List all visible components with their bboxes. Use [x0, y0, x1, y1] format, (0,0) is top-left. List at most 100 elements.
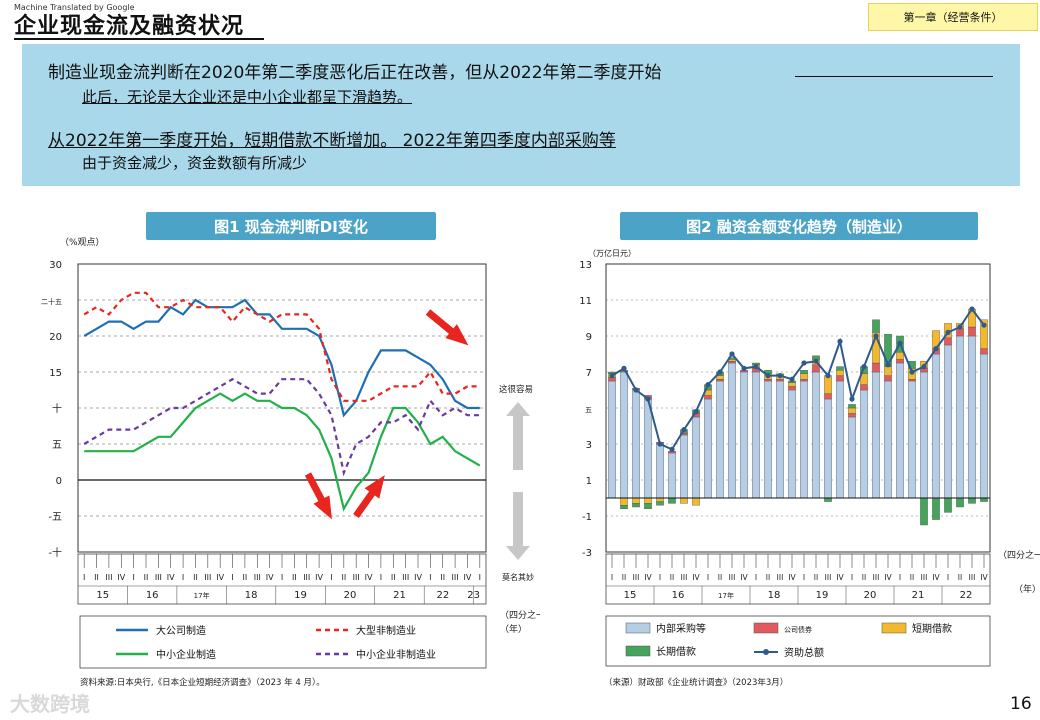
chart2-quarter-label: III [777, 573, 784, 582]
chart1-annotation-up: 这很容易 [499, 384, 533, 395]
chart2-legend-total-marker [763, 649, 769, 655]
chart2-bar-segment-4 [620, 505, 628, 510]
chart2-quarter-label: II [622, 573, 626, 582]
chart2-total-point [777, 373, 783, 379]
chart2-bar-segment-1 [728, 362, 736, 499]
chart1-quarter-label: II [341, 573, 346, 582]
chart2-total-point [717, 369, 723, 375]
chart2-bar-segment-2 [896, 359, 904, 364]
chart2-bar-segment-1 [656, 443, 664, 499]
chart2-quarter-label: II [766, 573, 770, 582]
chart2-bar-segment-2 [884, 375, 892, 382]
chart2-bar-segment-1 [740, 371, 748, 499]
chart1-quarter-label: IV [464, 573, 472, 582]
chart1-y-tick-label: -五 [48, 512, 62, 523]
chart1-xlabel-quarter: （四分之一） [500, 609, 540, 621]
chart1-source: 资料来源:日本央行,《日本企业短期经济调查》（2023 年 4 月）。 [80, 678, 325, 688]
chart2-bar-segment-3 [680, 497, 688, 504]
chart1-legend-label: 中小企业制造 [156, 648, 216, 661]
chart1-year-label: 18 [245, 590, 258, 601]
chart2-y-tick-label: 3 [586, 440, 592, 451]
chart1-quarter-label: III [155, 573, 162, 582]
chart2-bar-segment-2 [788, 386, 796, 391]
chart1-y-tick-label: 二十五 [41, 297, 62, 306]
chart2-bar-segment-2 [704, 395, 712, 400]
chart1-year-label: 20 [344, 590, 357, 601]
chart2-bar-segment-2 [848, 413, 856, 418]
chart1-quarter-label: I [132, 573, 134, 582]
chapter-badge: 第一章（经营条件） [868, 3, 1038, 31]
chart2-bar-segment-3 [716, 375, 724, 380]
chart2-bar-segment-4 [956, 497, 964, 508]
chart1-quarter-label: IV [315, 573, 323, 582]
chart1-quarter-label: II [440, 573, 445, 582]
chart1-red-arrow-down-head [313, 495, 332, 520]
chart2-bar-segment-3 [620, 497, 628, 506]
chart1-quarter-label: II [391, 573, 396, 582]
chart1-quarter-label: IV [167, 573, 175, 582]
chart2-bar-segment-2 [800, 378, 808, 382]
chart1-y-tick-label: 20 [49, 332, 62, 343]
chart2-bar-segment-2 [764, 378, 772, 382]
chart2-year-label: 18 [768, 590, 781, 601]
chart1-quarter-label: II [94, 573, 99, 582]
chart2-total-point [765, 373, 771, 379]
chart2-total-point [801, 360, 807, 366]
chart2-bar-segment-1 [620, 371, 628, 499]
chart2-bar-segment-3 [692, 497, 700, 506]
chart2-bar-segment-1 [716, 380, 724, 499]
chart2-bar-segment-1 [824, 398, 832, 499]
chart2-ylabel: （万亿日元） [588, 248, 636, 258]
chart2-legend-swatch [881, 622, 907, 634]
chart2-bar-segment-4 [932, 497, 940, 520]
chart2-y-tick-label: 1 [586, 476, 592, 487]
summary-line-4: 由于资金减少，资金数额有所减少 [82, 154, 308, 172]
chart2-bar-segment-2 [824, 393, 832, 400]
chart1-quarter-label: III [303, 573, 310, 582]
chart2-bar-segment-4 [824, 497, 832, 502]
chart1-year-label: 22 [437, 590, 450, 601]
chart2-bar-segment-4 [800, 369, 808, 374]
chart2-quarter-label: II [670, 573, 674, 582]
chart2-total-point [957, 324, 963, 330]
chart2-year-label: 17年 [718, 591, 734, 600]
chart2-quarter-label: IV [980, 573, 988, 582]
chart2-total-point [669, 446, 675, 452]
chart2-bar-segment-2 [956, 328, 964, 337]
chart2-quarter-label: I [707, 573, 709, 582]
chart1-y-tick-label: -十 [48, 546, 62, 559]
chart2-source: （来源）财政部《企业统计调查》（2023年3月） [604, 678, 789, 688]
chart2-bar-segment-4 [944, 497, 952, 513]
chart2-bar-segment-2 [944, 337, 952, 346]
chart2-y-tick-label: -3 [582, 548, 592, 559]
chart2-quarter-label: II [862, 573, 866, 582]
chart2-bar-segment-3 [728, 359, 736, 362]
chart1-red-arrow-downright-head [445, 324, 469, 346]
chart2-bar-segment-2 [716, 378, 724, 382]
chart2-bar-segment-3 [800, 373, 808, 380]
chart2-bar-segment-3 [884, 366, 892, 376]
page-number: 16 [1010, 694, 1032, 714]
chart1-quarter-label: I [231, 573, 233, 582]
chart1-year-label: 19 [294, 590, 307, 601]
chart1-year-label: 15 [96, 590, 109, 601]
chart1-series-line-4 [83, 377, 480, 477]
chart2-bar-segment-1 [920, 371, 928, 499]
chart2-bar-segment-2 [836, 375, 844, 382]
chart2-bar-segment-3 [788, 382, 796, 387]
chart2-bar-segment-1 [812, 371, 820, 499]
chart2-total-point [813, 358, 819, 364]
chart1-year-label: 21 [393, 590, 406, 601]
chart2-total-point [873, 333, 879, 339]
chart2-bar-segment-2 [776, 378, 784, 382]
chart2-bar-segment-1 [836, 380, 844, 499]
chart2-bar-segment-3 [656, 497, 664, 502]
chart2-total-point [657, 441, 663, 447]
chart1-quarter-label: II [243, 573, 248, 582]
summary-blank-line [795, 76, 993, 77]
chart2-total-point [945, 329, 951, 335]
chart2-quarter-label: II [718, 573, 722, 582]
chart1-annotation-down: 莫名其妙 [502, 572, 534, 582]
chart2-legend-swatch [625, 645, 651, 657]
chart2-year-label: 16 [672, 590, 685, 601]
